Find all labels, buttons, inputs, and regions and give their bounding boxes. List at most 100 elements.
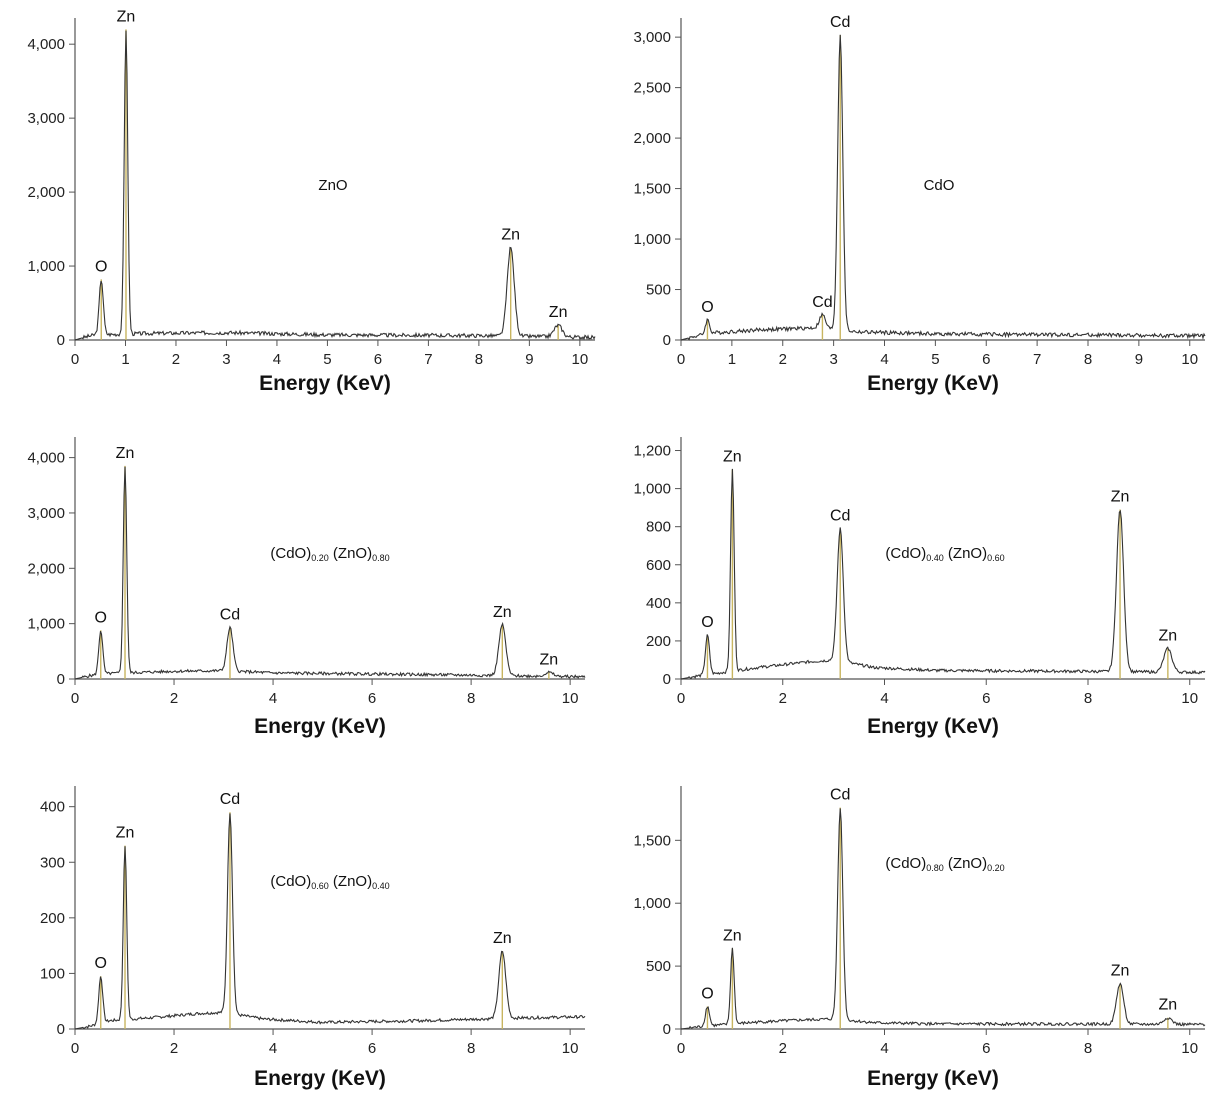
peak-label: O [701, 299, 713, 316]
x-tick-label: 2 [779, 351, 787, 368]
y-tick-label: 0 [663, 332, 671, 349]
y-tick-label: 600 [646, 557, 671, 574]
x-tick-label: 8 [467, 690, 475, 707]
peak-label: Zn [1111, 489, 1130, 506]
y-tick-label: 1,200 [633, 443, 671, 460]
peak-label: Zn [493, 604, 512, 621]
x-tick-label: 0 [677, 690, 685, 707]
peak-label: Zn [493, 930, 512, 947]
peak-label: Zn [501, 227, 520, 244]
peak-label: Cd [830, 508, 850, 525]
peak-label: O [95, 955, 107, 972]
x-tick-label: 5 [931, 351, 939, 368]
x-tick-label: 1 [121, 351, 129, 368]
peak-label: Cd [220, 607, 240, 624]
x-axis-title: Energy (KeV) [254, 1067, 386, 1090]
x-axis-title: Energy (KeV) [867, 1067, 999, 1090]
peak-label: O [701, 985, 713, 1002]
x-tick-label: 2 [779, 1040, 787, 1057]
peak-label: O [95, 258, 107, 275]
x-tick-label: 8 [475, 351, 483, 368]
peak-label: Zn [540, 651, 559, 668]
x-tick-label: 0 [71, 1040, 79, 1057]
x-tick-label: 8 [1084, 690, 1092, 707]
x-axis-title: Energy (KeV) [867, 372, 999, 395]
x-tick-label: 10 [1181, 351, 1198, 368]
x-tick-label: 8 [1084, 1040, 1092, 1057]
y-tick-label: 2,000 [27, 560, 65, 577]
x-tick-label: 10 [1181, 1040, 1198, 1057]
spectrum-panel-5: 0 100 200 300 400 0 2 4 6 8 10 Energy (KeV) O Zn Cd Zn (… [40, 786, 586, 1090]
spectrum-panel-3: 0 1,000 2,000 3,000 4,000 0 2 4 6 8 10 Energy (KeV)… [27, 437, 586, 738]
y-tick-label: 2,500 [633, 80, 671, 97]
x-tick-label: 2 [172, 351, 180, 368]
x-tick-label: 0 [677, 1040, 685, 1057]
y-tick-label: 400 [40, 799, 65, 816]
y-tick-label: 3,000 [27, 110, 65, 127]
spectrum-panel-1: 0 1,000 2,000 3,000 4,000 0 1 2 3 4 5 6 7 8 9 10 Energy … [27, 8, 596, 395]
peak-label: Zn [1159, 628, 1178, 645]
x-tick-label: 1 [728, 351, 736, 368]
y-tick-label: 2,000 [633, 130, 671, 147]
spectrum-line [680, 34, 1206, 341]
x-tick-label: 8 [467, 1040, 475, 1057]
peak-label: Cd [812, 294, 832, 311]
peak-label: Zn [1111, 963, 1130, 980]
x-tick-label: 4 [273, 351, 281, 368]
x-tick-label: 6 [982, 690, 990, 707]
y-tick-label: 2,000 [27, 184, 65, 201]
y-tick-label: 1,500 [633, 832, 671, 849]
x-tick-label: 2 [170, 1040, 178, 1057]
x-tick-label: 6 [374, 351, 382, 368]
spectrum-line [74, 30, 596, 341]
x-tick-label: 4 [269, 1040, 277, 1057]
spectrum-line [74, 466, 586, 680]
spectrum-line [680, 468, 1206, 680]
sample-label: (CdO)0.40 (ZnO)0.60 [885, 545, 1004, 563]
sample-label: ZnO [318, 177, 347, 194]
x-tick-label: 0 [677, 351, 685, 368]
sample-label: (CdO)0.80 (ZnO)0.20 [885, 855, 1004, 873]
y-tick-label: 200 [646, 633, 671, 650]
y-tick-label: 0 [57, 1021, 65, 1038]
sample-label: (CdO)0.60 (ZnO)0.40 [270, 873, 389, 891]
x-axis-title: Energy (KeV) [259, 372, 391, 395]
x-tick-label: 9 [525, 351, 533, 368]
peak-label: Cd [220, 791, 240, 808]
y-tick-label: 1,000 [27, 616, 65, 633]
spectrum-panel-2: 0 500 1,000 1,500 2,000 2,500 3,000 0 1 2 3 4 5 6 7 8 9 1… [633, 14, 1206, 395]
spectrum-line [74, 813, 586, 1030]
y-tick-label: 0 [57, 671, 65, 688]
sample-label: (CdO)0.20 (ZnO)0.80 [270, 545, 389, 563]
y-tick-label: 3,000 [27, 505, 65, 522]
y-tick-label: 1,000 [633, 231, 671, 248]
y-tick-label: 0 [663, 1021, 671, 1038]
x-tick-label: 4 [269, 690, 277, 707]
x-tick-label: 4 [880, 1040, 888, 1057]
y-tick-label: 500 [646, 958, 671, 975]
x-tick-label: 2 [779, 690, 787, 707]
x-tick-label: 0 [71, 351, 79, 368]
y-tick-label: 300 [40, 854, 65, 871]
x-tick-label: 10 [1181, 690, 1198, 707]
spectrum-line [680, 808, 1206, 1030]
spectrum-panel-6: 0 500 1,000 1,500 0 2 4 6 8 10 Energy (KeV) O Zn Cd Zn… [633, 786, 1206, 1090]
y-tick-label: 3,000 [633, 29, 671, 46]
x-tick-label: 7 [424, 351, 432, 368]
x-axis-title: Energy (KeV) [867, 715, 999, 738]
x-tick-label: 3 [829, 351, 837, 368]
x-tick-label: 10 [572, 351, 589, 368]
x-tick-label: 6 [982, 351, 990, 368]
y-tick-label: 4,000 [27, 450, 65, 467]
y-tick-label: 4,000 [27, 36, 65, 53]
x-tick-label: 6 [982, 1040, 990, 1057]
spectrum-panel-4: 0 200 400 600 800 1,000 1,200 0 2 4 6 8 10 Energy (Ke… [633, 437, 1206, 738]
x-tick-label: 4 [880, 690, 888, 707]
peak-label: Zn [1159, 997, 1178, 1014]
y-tick-label: 100 [40, 965, 65, 982]
x-tick-label: 10 [562, 690, 579, 707]
y-tick-label: 400 [646, 595, 671, 612]
x-tick-label: 3 [222, 351, 230, 368]
x-tick-label: 8 [1084, 351, 1092, 368]
